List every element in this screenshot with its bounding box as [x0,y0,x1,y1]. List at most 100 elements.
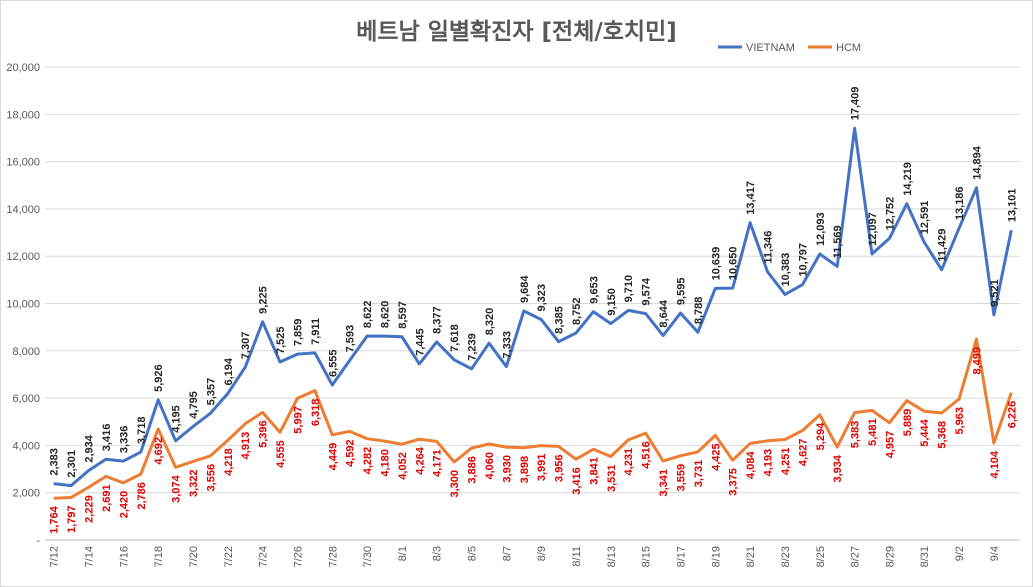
data-label-vietnam: 11,569 [832,225,844,258]
data-label-vietnam: 8,620 [380,301,392,329]
data-label-vietnam: 10,797 [797,243,809,277]
chart-title: 베트남 일별확진자 [전체/호치민] [356,19,677,45]
data-label-vietnam: 8,622 [362,301,374,329]
x-tick-label: 7/22 [223,546,235,567]
data-label-vietnam: 13,186 [954,186,966,220]
data-label-hcm: 3,531 [606,464,618,492]
data-label-vietnam: 14,219 [902,162,914,196]
gridlines [45,66,1020,541]
data-label-vietnam: 7,911 [310,318,322,345]
data-label-hcm: 3,898 [519,456,531,484]
x-tick-label: 8/25 [815,546,827,567]
data-label-vietnam: 7,859 [292,319,304,347]
data-label-vietnam: 9,684 [519,275,531,303]
data-label-vietnam: 13,417 [745,181,757,215]
data-label-hcm: 2,229 [84,495,96,523]
data-label-hcm: 2,786 [136,482,148,510]
x-tick-label: 8/15 [641,546,653,567]
data-label-hcm: 4,218 [223,448,235,476]
data-label-hcm: 3,074 [171,474,183,502]
data-label-vietnam: 14,894 [971,145,983,180]
data-label-vietnam: 8,752 [571,297,583,325]
data-label-hcm: 4,692 [153,437,165,465]
data-label-hcm: 4,516 [641,441,653,469]
x-tick-label: 8/21 [745,546,757,567]
data-label-vietnam: 5,357 [205,378,217,406]
data-label-hcm: 4,425 [710,443,722,471]
data-label-vietnam: 8,788 [693,297,705,325]
data-label-vietnam: 9,225 [258,286,270,314]
data-label-hcm: 1,764 [49,505,61,533]
data-label-vietnam: 10,383 [780,253,792,287]
y-tick-label: 12,000 [6,251,40,263]
data-label-vietnam: 7,618 [449,324,461,352]
data-label-vietnam: 7,333 [501,331,513,359]
x-tick-label: 7/30 [362,546,374,567]
data-label-hcm: 3,375 [728,468,740,496]
data-label-vietnam: 8,385 [554,306,566,334]
x-tick-label: 8/5 [467,546,479,561]
data-label-vietnam: 9,323 [536,284,548,312]
y-tick-label: - [36,535,40,547]
data-label-hcm: 3,956 [554,454,566,482]
legend: VIETNAM HCM [718,42,861,54]
data-label-hcm: 4,957 [884,431,896,459]
data-label-hcm: 3,341 [658,469,670,497]
x-tick-label: 7/12 [49,546,61,567]
data-label-vietnam: 3,336 [118,426,130,454]
data-label-hcm: 4,264 [414,446,426,474]
y-tick-label: 6,000 [12,393,40,405]
data-label-vietnam: 8,597 [397,301,409,329]
data-label-hcm: 4,084 [745,451,757,479]
data-label-vietnam: 9,521 [989,279,1001,307]
data-label-vietnam: 2,934 [84,434,96,462]
data-label-vietnam: 2,301 [66,450,78,478]
data-label-vietnam: 7,525 [275,327,287,355]
data-label-hcm: 4,282 [362,447,374,475]
data-label-hcm: 3,556 [205,464,217,492]
data-label-hcm: 5,396 [258,420,270,448]
data-label-hcm: 5,963 [954,407,966,435]
data-label-vietnam: 5,926 [153,364,165,392]
data-label-hcm: 4,180 [380,449,392,477]
data-label-vietnam: 9,574 [641,277,653,305]
data-label-vietnam: 7,445 [414,328,426,356]
x-axis: 7/12 7/14 7/16 7/18 7/20 7/22 7/24 7/26 7/28 7/30… [49,546,1001,567]
data-label-vietnam: 2,383 [49,448,61,476]
data-label-hcm: 4,171 [432,449,444,477]
data-label-hcm: 3,731 [693,460,705,488]
data-label-hcm: 4,913 [240,432,252,460]
data-label-hcm: 3,841 [588,457,600,485]
data-label-vietnam: 7,239 [467,333,479,361]
x-tick-label: 7/16 [118,546,130,567]
data-label-vietnam: 13,101 [1006,189,1018,223]
data-label-vietnam: 11,346 [763,231,775,264]
data-label-vietnam: 7,593 [345,325,357,353]
x-tick-label: 8/31 [919,546,931,567]
y-tick-label: 18,000 [6,109,40,121]
data-label-vietnam: 8,320 [484,308,496,336]
data-label-hcm: 3,322 [188,469,200,497]
data-label-vietnam: 12,097 [867,212,879,246]
x-tick-label: 7/20 [188,546,200,567]
x-tick-label: 8/13 [606,546,618,567]
data-label-vietnam: 9,710 [623,275,635,303]
data-label-hcm: 4,193 [763,449,775,477]
data-label-hcm: 5,889 [902,409,914,437]
y-axis: - 2,000 4,000 6,000 8,000 10,000 12,000 14,000 1… [6,62,40,547]
data-label-vietnam: 10,650 [728,246,740,280]
data-label-hcm: 6,318 [310,399,322,427]
series-line-vietnam [53,126,1013,488]
x-tick-label: 8/1 [397,546,409,561]
x-tick-label: 7/14 [84,546,96,567]
x-tick-label: 8/19 [710,546,722,567]
data-label-vietnam: 17,409 [850,87,862,121]
x-tick-label: 7/18 [153,546,165,567]
data-label-hcm: 4,104 [989,450,1001,478]
x-tick-label: 9/2 [954,546,966,561]
x-tick-label: 9/4 [989,546,1001,561]
y-tick-label: 10,000 [6,299,40,311]
series-lines [53,126,1013,500]
